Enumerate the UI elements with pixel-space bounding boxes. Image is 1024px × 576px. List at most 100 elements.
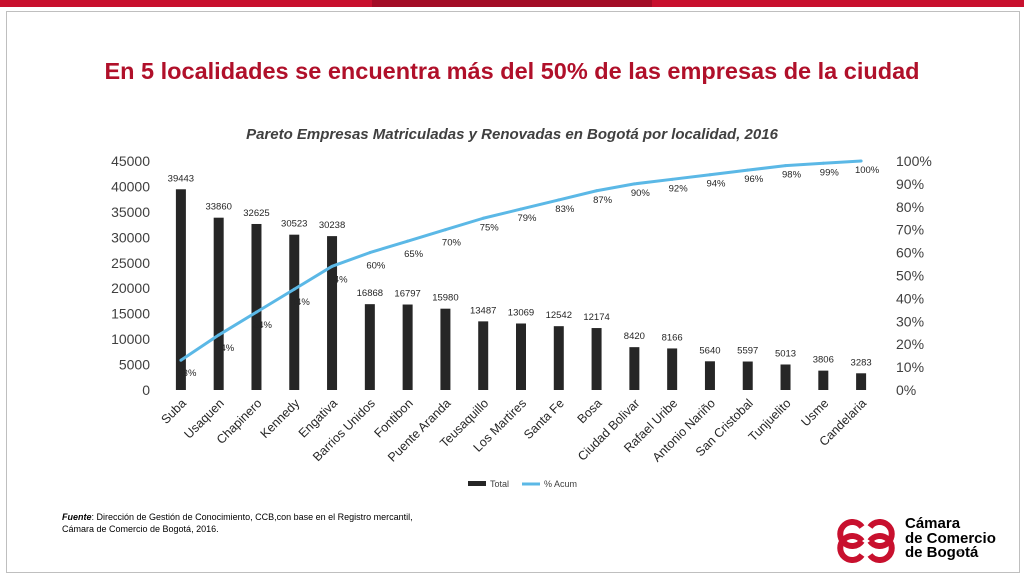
line-data-label: 65% — [404, 249, 424, 260]
category-tick-label: Kennedy — [258, 396, 303, 441]
page-number: 8 — [958, 549, 962, 556]
line-data-label: 70% — [442, 238, 462, 249]
source-note: Fuente: Dirección de Gestión de Conocimi… — [62, 511, 413, 535]
legend-line-label: % Acum — [544, 479, 577, 489]
line-point — [519, 207, 523, 211]
y-right-tick-label: 40% — [896, 290, 924, 306]
category-tick-label: Suba — [158, 396, 189, 427]
line-data-label: 24% — [215, 343, 235, 354]
bar-data-label: 8420 — [624, 331, 645, 342]
line-point — [330, 264, 334, 268]
y-right-tick-label: 70% — [896, 222, 924, 238]
y-right-tick-label: 50% — [896, 268, 924, 284]
y-left-tick-label: 45000 — [111, 153, 150, 169]
y-right-tick-label: 10% — [896, 359, 924, 375]
top-accent-bar — [0, 0, 1024, 7]
line-point — [746, 168, 750, 172]
slide-headline: En 5 localidades se encuentra más del 50… — [104, 58, 920, 84]
bar — [213, 217, 224, 390]
category-tick-label: Santa Fe — [521, 396, 567, 442]
source-line1: : Dirección de Gestión de Conocimiento, … — [91, 512, 413, 522]
line-point — [821, 161, 825, 165]
bar-data-label: 15980 — [432, 293, 458, 304]
bar-data-label: 8166 — [662, 332, 683, 343]
ccb-logo-icon — [837, 519, 895, 563]
line-data-label: 87% — [593, 195, 613, 206]
line-point — [254, 310, 258, 314]
logo-line3: de Bogotá — [905, 544, 979, 561]
bar — [478, 321, 489, 390]
category-tick-label: Usme — [798, 396, 831, 429]
line-data-label: 83% — [555, 204, 575, 215]
line-data-label: 13% — [177, 368, 197, 379]
legend-bar-label: Total — [490, 479, 509, 489]
line-point — [406, 239, 410, 243]
bar-data-label: 13487 — [470, 305, 496, 316]
source-label: Fuente — [62, 512, 92, 522]
bar — [364, 304, 375, 390]
bar-data-label: 30238 — [319, 220, 345, 231]
line-point — [481, 216, 485, 220]
bar-data-label: 5013 — [775, 348, 796, 359]
bar — [856, 373, 867, 390]
line-data-label: 94% — [706, 179, 726, 190]
logo-line2: de Comercio — [905, 529, 996, 547]
line-data-label: 96% — [744, 174, 764, 185]
line-data-label: 90% — [631, 188, 651, 199]
line-point — [708, 173, 712, 177]
bar-data-label: 5640 — [699, 345, 720, 356]
y-left-tick-label: 40000 — [111, 178, 150, 194]
bar — [175, 189, 186, 390]
bar-data-label: 13069 — [508, 307, 534, 318]
y-left-tick-label: 5000 — [119, 357, 150, 373]
line-data-label: 92% — [669, 183, 689, 194]
line-data-label: 44% — [291, 297, 311, 308]
pareto-chart: 0 5000 10000 15000 20000 25000 30000 35000 40000… — [111, 153, 932, 489]
line-data-label: 79% — [517, 213, 537, 224]
line-point — [368, 251, 372, 255]
slide-frame — [6, 11, 1020, 573]
y-right-tick-label: 60% — [896, 245, 924, 261]
y-left-tick-label: 30000 — [111, 229, 150, 245]
bar-data-label: 12542 — [546, 310, 572, 321]
bar-data-label: 33860 — [205, 202, 231, 213]
y-left-tick-label: 10000 — [111, 331, 150, 347]
bar — [629, 347, 640, 390]
line-point — [632, 182, 636, 186]
bar-data-label: 30523 — [281, 219, 307, 230]
bar-data-label: 3283 — [851, 357, 872, 368]
bar — [780, 364, 791, 390]
bar-data-label: 16868 — [357, 288, 383, 299]
y-left-tick-label: 0 — [142, 382, 150, 398]
bar-data-label: 39443 — [168, 173, 194, 184]
bar — [818, 370, 829, 390]
y-left-tick-label: 35000 — [111, 204, 150, 220]
line-point — [292, 287, 296, 291]
bar — [516, 323, 526, 390]
bar — [704, 361, 715, 390]
line-point — [557, 198, 561, 202]
y-right-tick-label: 100% — [896, 153, 932, 169]
bar — [251, 223, 262, 390]
logo-line1: Cámara — [905, 515, 961, 532]
bar-data-label: 16797 — [394, 289, 420, 300]
bar — [742, 361, 753, 390]
line-point — [670, 177, 674, 181]
bar-data-label: 12174 — [583, 312, 609, 323]
bar — [402, 304, 413, 390]
line-data-label: 75% — [480, 222, 500, 233]
line-point — [595, 189, 599, 193]
line-point — [784, 164, 788, 168]
bar-data-label: 3806 — [813, 355, 834, 366]
logo-text: Cámara de Comercio de Bogotá — [905, 515, 996, 561]
line-data-label: 100% — [855, 165, 880, 176]
y-right-tick-label: 20% — [896, 336, 924, 352]
y-left-tick-label: 20000 — [111, 280, 150, 296]
y-right-tick-label: 0% — [896, 382, 916, 398]
bar-data-label: 32625 — [243, 208, 269, 219]
line-point — [217, 333, 221, 337]
line-point — [859, 159, 863, 163]
y-left-tick-label: 15000 — [111, 306, 150, 322]
line-point — [179, 358, 183, 362]
